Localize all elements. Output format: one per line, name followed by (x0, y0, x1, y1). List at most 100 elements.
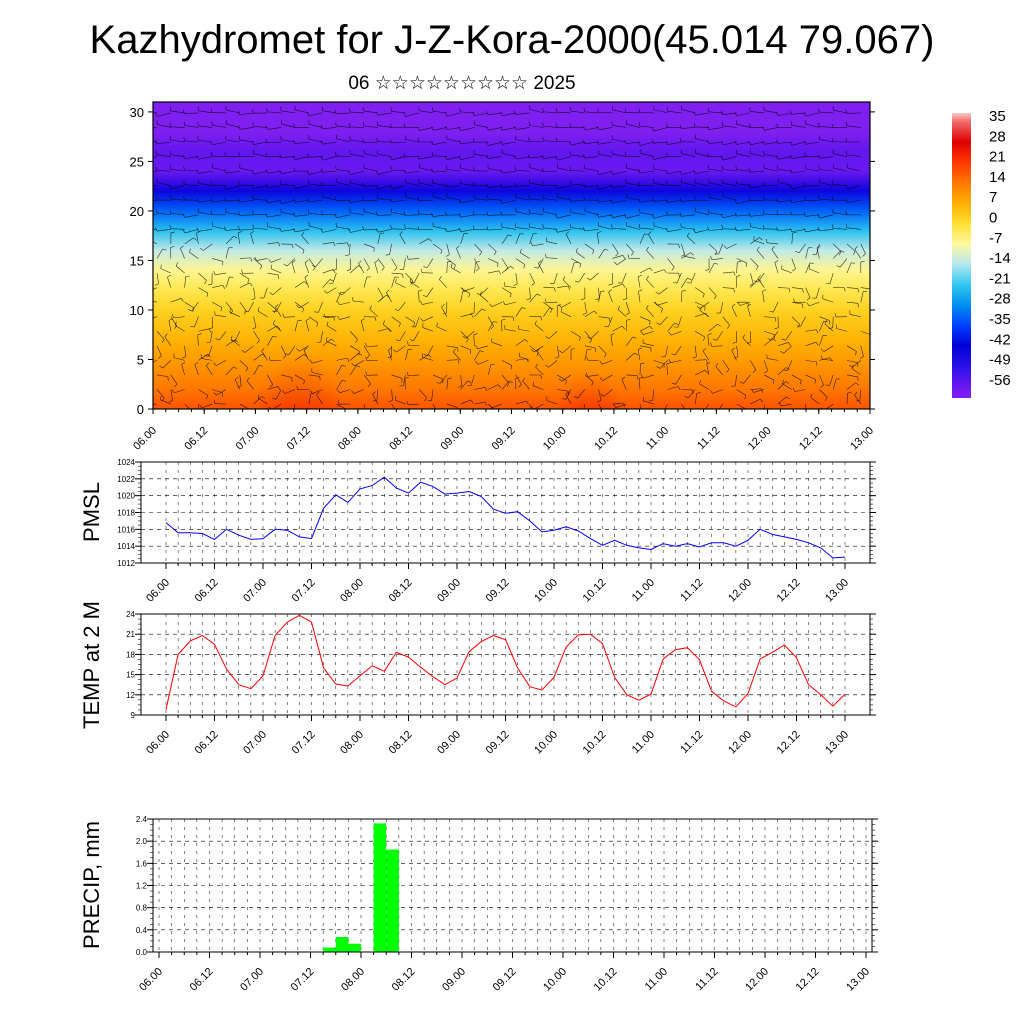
wind-barb (731, 306, 737, 317)
wind-barb (810, 397, 820, 405)
wind-barb-flag (466, 338, 469, 343)
wind-barb (750, 199, 765, 202)
wind-barb (699, 383, 710, 390)
wind-barb-flag (189, 248, 191, 253)
wind-barb (736, 153, 751, 157)
y-tick-label: 25 (130, 154, 144, 169)
wind-barb-flag (665, 198, 668, 203)
wind-barb (846, 243, 856, 252)
wind-barb-flag (644, 233, 649, 235)
wind-barb (561, 374, 572, 382)
wind-barb-flag (497, 263, 499, 268)
wind-barb-flag (648, 400, 653, 402)
wind-barb (565, 389, 572, 400)
wind-barb-flag (518, 384, 522, 388)
wind-barb (350, 352, 359, 361)
wind-barb (173, 357, 185, 361)
x-tick-label: 08.00 (338, 577, 366, 605)
wind-barb-flag (428, 354, 432, 358)
wind-barb (474, 262, 477, 274)
wind-barb (212, 284, 224, 288)
wind-barb (153, 213, 158, 216)
x-tick-label: 10.12 (592, 966, 620, 994)
x-tick-label: 09.00 (435, 729, 463, 757)
wind-barb-flag (154, 283, 159, 286)
wind-barb (322, 110, 337, 114)
wind-barb-flag (766, 238, 768, 243)
wind-barb (840, 258, 848, 268)
wind-barb-flag (375, 185, 379, 189)
wind-barb (791, 316, 800, 325)
wind-barb-flag (540, 374, 542, 379)
wind-barb-flag (545, 336, 550, 339)
wind-barb (167, 277, 172, 288)
wind-barb (722, 125, 737, 128)
wind-barb-flag (423, 266, 428, 269)
wind-barb (491, 341, 503, 347)
y-tick-label: 0.4 (136, 926, 148, 935)
wind-barb-flag (639, 376, 643, 379)
wind-barb (363, 374, 371, 384)
wind-barb (308, 316, 319, 324)
wind-barb-flag (141, 171, 143, 174)
wind-barb (391, 199, 406, 203)
wind-barb (267, 199, 282, 204)
wind-barb-flag (210, 198, 213, 203)
wind-barb-flag (597, 399, 602, 403)
wind-barb-flag (374, 260, 379, 263)
x-tick-label: 11.00 (644, 425, 671, 452)
wind-barb-flag (182, 213, 185, 218)
wind-barb-flag (536, 293, 541, 296)
wind-barb-flag (707, 139, 710, 144)
wind-barb-flag (183, 136, 185, 141)
wind-barb (543, 198, 558, 201)
wind-barb (747, 306, 751, 317)
wind-barb (529, 403, 532, 409)
wind-barb-flag (484, 401, 488, 406)
wind-barb-flag (774, 260, 779, 263)
wind-barb-flag (748, 196, 751, 201)
wind-barb-flag (652, 165, 655, 170)
wind-barb-flag (431, 140, 434, 145)
wind-barb (446, 196, 461, 201)
wind-barb (639, 170, 654, 174)
wind-barb-flag (696, 306, 701, 309)
wind-barb-flag (335, 121, 337, 127)
wind-barb (294, 141, 309, 144)
wind-barb-flag (355, 339, 358, 343)
wind-barb (626, 182, 641, 186)
wind-barb-flag (196, 169, 199, 174)
wind-barb-flag (320, 156, 324, 161)
wind-barb (777, 367, 787, 376)
wind-barb-flag (857, 288, 859, 293)
wind-barb-flag (181, 356, 186, 359)
wind-barb-flag (528, 194, 530, 199)
wind-barb (391, 156, 406, 160)
wind-barb (653, 127, 668, 132)
wind-barb-flag (713, 412, 717, 413)
wind-barb-flag (638, 108, 641, 113)
wind-barb (774, 262, 779, 274)
wind-barb-flag (803, 182, 806, 187)
wind-barb (326, 325, 337, 332)
wind-barb-flag (596, 140, 599, 145)
wind-barb (308, 183, 323, 186)
wind-barb-flag (249, 409, 250, 413)
wind-barb-flag (789, 169, 792, 173)
wind-barb-flag (174, 325, 178, 330)
wind-barb-flag (638, 181, 641, 186)
wind-barb (153, 360, 158, 363)
wind-barb (739, 301, 751, 306)
wind-barb-flag (257, 307, 260, 312)
wind-barb (756, 249, 765, 259)
wind-barb (626, 374, 638, 376)
wind-barb-flag (314, 311, 319, 313)
wind-barb-flag (473, 333, 478, 336)
wind-barb (639, 199, 654, 203)
wind-barb-flag (680, 223, 682, 228)
wind-barb (805, 168, 820, 172)
wind-barb (225, 199, 240, 202)
wind-barb-flag (558, 378, 563, 382)
wind-barb-flag (389, 184, 392, 189)
